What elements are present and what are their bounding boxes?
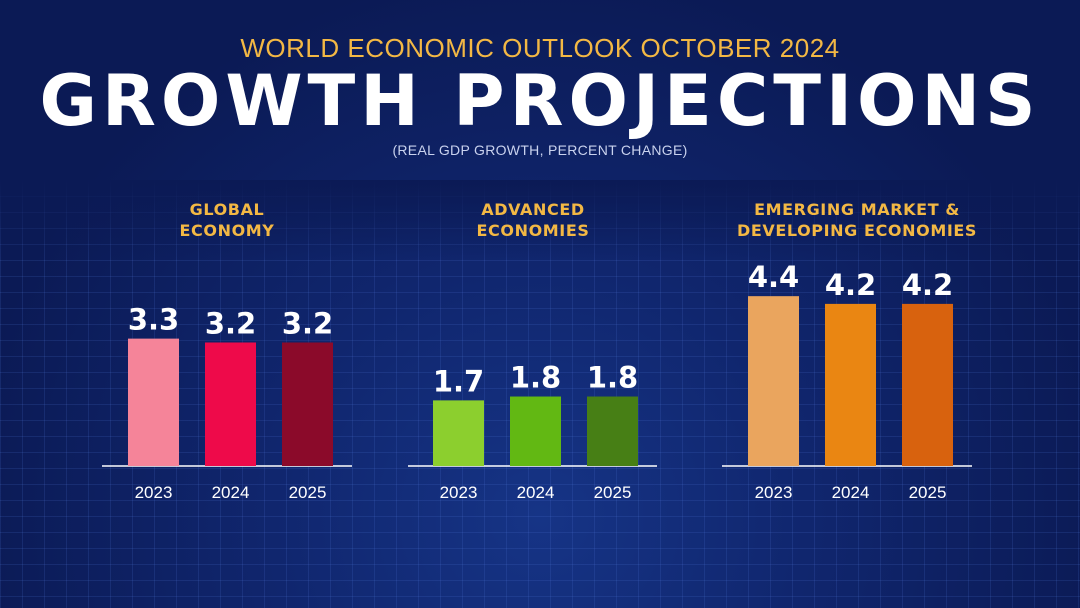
panel-title-line: ECONOMIES — [476, 221, 590, 240]
value-label-advanced-2023: 1.7 — [433, 364, 484, 398]
subtitle: (REAL GDP GROWTH, PERCENT CHANGE) — [392, 142, 688, 158]
tick-label-emerging-2023: 2023 — [755, 483, 793, 502]
grid-fade — [0, 180, 1080, 260]
tick-label-emerging-2024: 2024 — [832, 483, 870, 502]
panel-title-line: ECONOMY — [179, 221, 275, 240]
bar-advanced-2025 — [587, 396, 638, 466]
panel-title-line: ADVANCED — [481, 200, 585, 219]
bar-advanced-2023 — [433, 400, 484, 466]
tick-label-advanced-2024: 2024 — [517, 483, 555, 502]
panel-title-line: GLOBAL — [189, 200, 265, 219]
value-label-global-2025: 3.2 — [282, 306, 333, 340]
tick-label-global-2024: 2024 — [212, 483, 250, 502]
panel-title-emerging: EMERGING MARKET & DEVELOPING ECONOMIES — [697, 199, 1017, 241]
value-label-emerging-2025: 4.2 — [902, 268, 953, 302]
bar-global-2025 — [282, 342, 333, 466]
bar-emerging-2023 — [748, 296, 799, 466]
bar-emerging-2024 — [825, 303, 876, 466]
tick-label-global-2025: 2025 — [289, 483, 327, 502]
panel-title-global: GLOBAL ECONOMY — [97, 199, 357, 241]
page-title: GROWTH PROJECTIONS — [39, 60, 1041, 142]
tick-label-advanced-2025: 2025 — [594, 483, 632, 502]
bar-advanced-2024 — [510, 396, 561, 466]
supertitle: WORLD ECONOMIC OUTLOOK OCTOBER 2024 — [240, 33, 840, 63]
value-label-emerging-2024: 4.2 — [825, 268, 876, 302]
value-label-global-2023: 3.3 — [128, 303, 179, 337]
value-label-advanced-2025: 1.8 — [587, 361, 638, 395]
panel-title-line: EMERGING MARKET & — [754, 200, 960, 219]
tick-label-global-2023: 2023 — [135, 483, 173, 502]
value-label-global-2024: 3.2 — [205, 306, 256, 340]
bar-emerging-2025 — [902, 303, 953, 466]
panel-title-advanced: ADVANCED ECONOMIES — [403, 199, 663, 241]
bar-global-2023 — [128, 338, 179, 466]
value-label-advanced-2024: 1.8 — [510, 361, 561, 395]
panel-title-line: DEVELOPING ECONOMIES — [736, 221, 978, 240]
bar-global-2024 — [205, 342, 256, 466]
value-label-emerging-2023: 4.4 — [748, 260, 799, 294]
tick-label-advanced-2023: 2023 — [440, 483, 478, 502]
tick-label-emerging-2025: 2025 — [909, 483, 947, 502]
